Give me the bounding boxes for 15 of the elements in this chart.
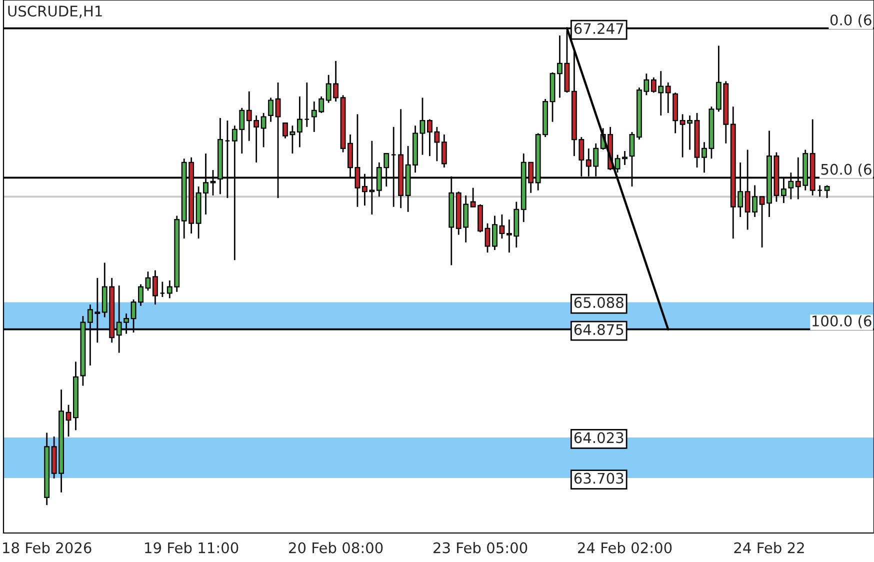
y-tick-label: 64.875 [574,324,624,336]
chart-title: USCRUDE,H1 [8,6,102,18]
x-tick-label: 19 Feb 11:00 [145,542,238,554]
annotation: 0.0 (6 [830,14,872,28]
annotation: 50.0 (6 [821,164,872,177]
x-tick-label: 23 Feb 05:00 [434,542,528,554]
x-tick-label: 18 Feb 2026 [3,542,92,554]
y-tick-label: 65.088 [574,297,624,308]
annotation: 100.0 (6 [812,315,872,328]
x-tick-label: 20 Feb 08:00 [289,542,383,554]
y-tick-label: 67.247 [574,23,624,34]
y-tick-label: 63.703 [574,472,624,484]
y-tick-label: 64.023 [574,432,624,444]
x-tick-label: 24 Feb 22 [734,542,804,554]
x-tick-label: 24 Feb 02:00 [578,542,672,554]
